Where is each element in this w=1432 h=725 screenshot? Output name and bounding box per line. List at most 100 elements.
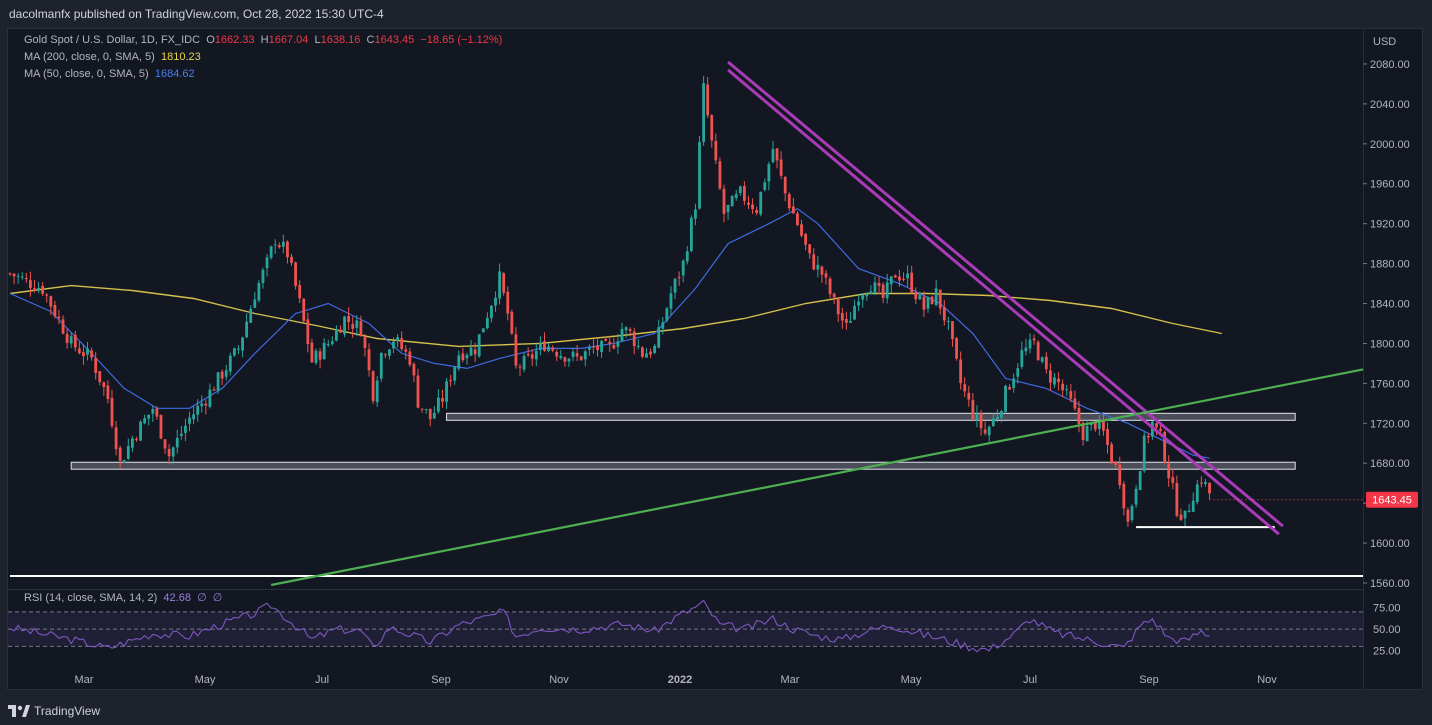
open-label: O: [206, 34, 215, 46]
candle-body: [147, 414, 151, 419]
candle-body: [228, 355, 232, 372]
tradingview-logo[interactable]: TradingView: [8, 704, 100, 718]
candle-body: [657, 327, 661, 348]
candle-body: [379, 352, 383, 379]
symbol-legend[interactable]: Gold Spot / U.S. Dollar, 1D, FX_IDC O166…: [24, 34, 502, 46]
candle-body: [204, 403, 208, 406]
candle-body: [1171, 477, 1175, 483]
candle-body: [632, 331, 636, 347]
price-tick-label: 1600.00: [1370, 538, 1410, 550]
candle-body: [857, 301, 861, 306]
candle-body: [1102, 420, 1105, 431]
footer-bar: TradingView: [0, 697, 1432, 725]
candle-body: [714, 140, 718, 161]
candle-body: [396, 337, 399, 341]
candle-body: [330, 341, 334, 344]
candle-body: [1110, 444, 1113, 464]
candle-body: [1073, 398, 1077, 409]
candle-body: [1191, 500, 1195, 512]
candle-body: [934, 288, 938, 306]
candle-body: [224, 370, 228, 377]
candle-body: [241, 337, 244, 351]
candle-body: [677, 277, 681, 279]
candle-body: [1077, 407, 1081, 425]
candle-body: [33, 288, 36, 291]
candle-body: [265, 257, 269, 269]
price-tick-label: 1560.00: [1370, 578, 1410, 590]
rsi-label: RSI (14, close, SMA, 14, 2): [24, 592, 158, 604]
candle-body: [139, 421, 142, 441]
close-value: 1643.45: [374, 34, 415, 46]
candle-body: [763, 182, 767, 190]
rsi-legend[interactable]: RSI (14, close, SMA, 14, 2) 42.68 ∅ ∅: [24, 591, 222, 604]
ma200-legend[interactable]: MA (200, close, 0, SMA, 5) 1810.23: [24, 51, 201, 63]
candle-body: [820, 266, 824, 275]
candle-body: [12, 273, 16, 277]
candle-body: [514, 334, 518, 366]
candle-body: [1167, 463, 1171, 479]
candle-body: [918, 294, 922, 300]
candle-body: [363, 336, 367, 349]
candle-body: [1085, 426, 1089, 442]
candle-body: [832, 293, 836, 298]
candle-body: [102, 382, 106, 387]
candle-body: [237, 348, 240, 350]
candle-body: [971, 400, 975, 420]
candle-body: [1049, 370, 1052, 383]
candle-body: [1199, 482, 1203, 484]
candle-body: [1053, 377, 1056, 385]
candle-body: [865, 293, 869, 297]
candle-body: [922, 296, 926, 310]
candle-body: [294, 262, 297, 286]
candle-body: [743, 186, 746, 201]
candle-body: [94, 357, 98, 373]
price-tick-label: 1880.00: [1370, 259, 1410, 271]
candle-body: [873, 282, 877, 294]
candle-body: [836, 299, 840, 315]
candle-body: [702, 83, 705, 142]
candle-body: [388, 349, 391, 356]
rising-support-trendline: [270, 368, 1364, 587]
candle-body: [114, 427, 118, 450]
candle-body: [530, 354, 534, 359]
candle-body: [730, 196, 734, 207]
candle-body: [179, 433, 183, 437]
candle-body: [583, 351, 587, 360]
candle-body: [151, 409, 155, 414]
price-chart[interactable]: 1560.001600.001640.001680.001720.001760.…: [8, 29, 1422, 689]
rsi-tick-label: 75.00: [1373, 603, 1401, 615]
candle-body: [188, 417, 191, 424]
candle-body: [991, 418, 995, 427]
candle-body: [518, 366, 522, 368]
change-value: −18.65 (−1.12%): [420, 34, 503, 46]
tradingview-brand: TradingView: [34, 704, 101, 718]
candle-body: [1122, 483, 1126, 509]
candle-body: [49, 296, 53, 307]
candle-body: [738, 186, 742, 194]
price-tick-label: 1760.00: [1370, 378, 1410, 390]
candle-body: [722, 188, 726, 214]
rsi-extra-1: ∅: [197, 592, 207, 604]
candle-body: [791, 206, 795, 214]
candle-body: [889, 276, 893, 285]
candle-body: [853, 305, 856, 320]
candle-body: [1020, 350, 1024, 367]
candle-body: [689, 217, 693, 251]
candle-body: [273, 244, 277, 246]
candle-body: [775, 148, 779, 161]
candle-body: [1069, 391, 1073, 399]
candle-body: [335, 329, 338, 341]
candle-body: [441, 398, 444, 402]
candle-body: [522, 355, 526, 370]
candle-body: [98, 371, 102, 383]
candle-body: [816, 264, 820, 270]
candle-body: [408, 351, 412, 365]
candle-body: [885, 282, 889, 299]
price-tick-label: 1680.00: [1370, 458, 1410, 470]
chart-frame: 1560.001600.001640.001680.001720.001760.…: [7, 28, 1423, 690]
candle-body: [539, 342, 542, 350]
rsi-value: 42.68: [163, 592, 191, 604]
candle-body: [942, 307, 946, 321]
candle-body: [383, 354, 387, 356]
ma50-legend[interactable]: MA (50, close, 0, SMA, 5) 1684.62: [24, 68, 195, 80]
